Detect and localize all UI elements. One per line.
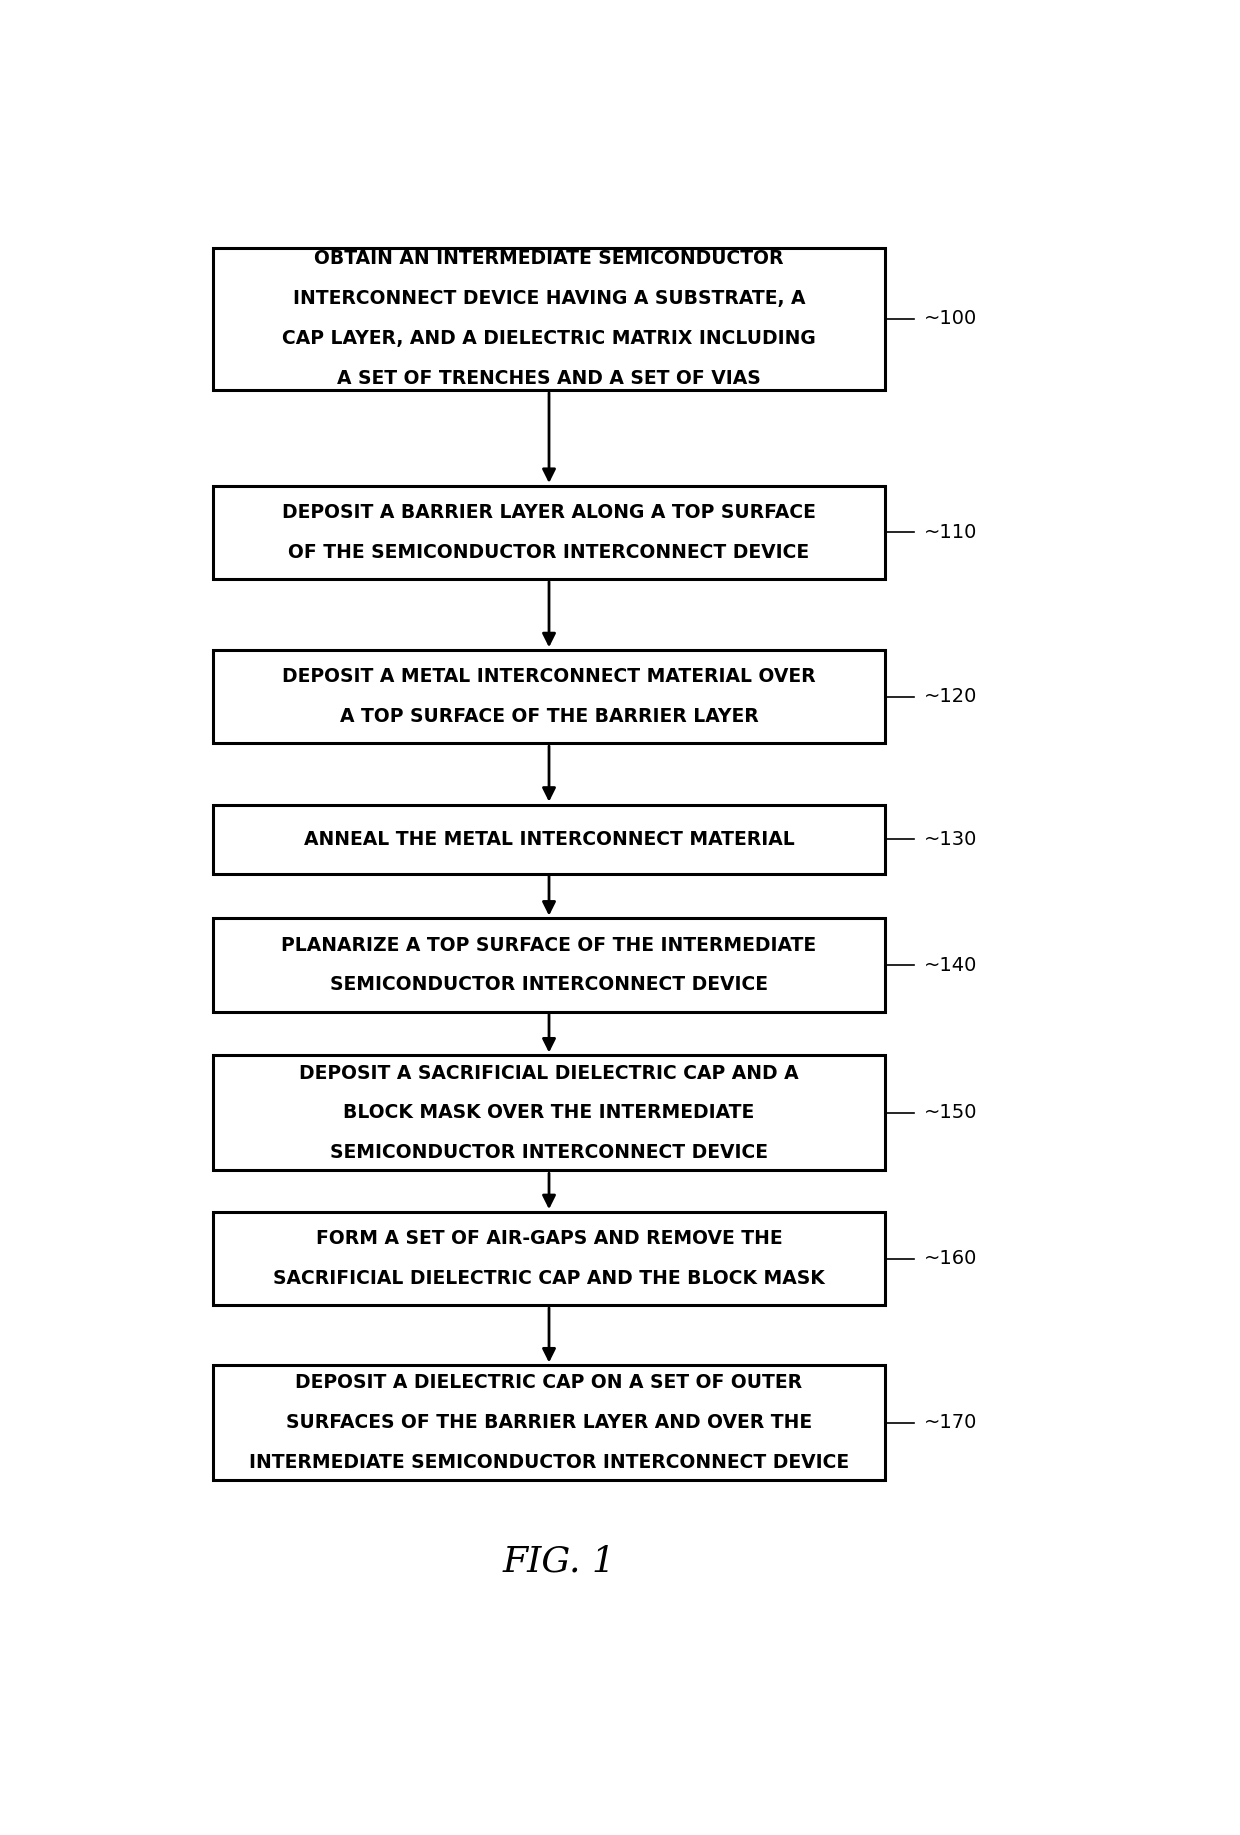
Bar: [213, 248, 885, 391]
Text: BLOCK MASK OVER THE INTERMEDIATE: BLOCK MASK OVER THE INTERMEDIATE: [343, 1103, 755, 1123]
Text: A SET OF TRENCHES AND A SET OF VIAS: A SET OF TRENCHES AND A SET OF VIAS: [337, 369, 761, 387]
Bar: [213, 804, 885, 873]
Text: OF THE SEMICONDUCTOR INTERCONNECT DEVICE: OF THE SEMICONDUCTOR INTERCONNECT DEVICE: [289, 543, 810, 562]
Text: ANNEAL THE METAL INTERCONNECT MATERIAL: ANNEAL THE METAL INTERCONNECT MATERIAL: [304, 829, 795, 848]
Text: ~130: ~130: [924, 829, 977, 848]
Text: DEPOSIT A SACRIFICIAL DIELECTRIC CAP AND A: DEPOSIT A SACRIFICIAL DIELECTRIC CAP AND…: [299, 1064, 799, 1083]
Text: ~110: ~110: [924, 523, 977, 541]
Bar: [213, 650, 885, 743]
Text: SACRIFICIAL DIELECTRIC CAP AND THE BLOCK MASK: SACRIFICIAL DIELECTRIC CAP AND THE BLOCK…: [273, 1270, 825, 1288]
Bar: [213, 486, 885, 578]
Bar: [213, 1365, 885, 1481]
Text: OBTAIN AN INTERMEDIATE SEMICONDUCTOR: OBTAIN AN INTERMEDIATE SEMICONDUCTOR: [314, 250, 784, 268]
Text: PLANARIZE A TOP SURFACE OF THE INTERMEDIATE: PLANARIZE A TOP SURFACE OF THE INTERMEDI…: [281, 936, 817, 954]
Text: SEMICONDUCTOR INTERCONNECT DEVICE: SEMICONDUCTOR INTERCONNECT DEVICE: [330, 976, 768, 995]
Text: CAP LAYER, AND A DIELECTRIC MATRIX INCLUDING: CAP LAYER, AND A DIELECTRIC MATRIX INCLU…: [283, 328, 816, 349]
Text: ~160: ~160: [924, 1250, 977, 1268]
Text: ~120: ~120: [924, 686, 977, 706]
Text: ~150: ~150: [924, 1103, 977, 1123]
Text: INTERMEDIATE SEMICONDUCTOR INTERCONNECT DEVICE: INTERMEDIATE SEMICONDUCTOR INTERCONNECT …: [249, 1453, 849, 1472]
Text: DEPOSIT A METAL INTERCONNECT MATERIAL OVER: DEPOSIT A METAL INTERCONNECT MATERIAL OV…: [283, 668, 816, 686]
Text: SEMICONDUCTOR INTERCONNECT DEVICE: SEMICONDUCTOR INTERCONNECT DEVICE: [330, 1143, 768, 1162]
Bar: [213, 1211, 885, 1305]
Bar: [213, 919, 885, 1011]
Text: ~170: ~170: [924, 1413, 977, 1433]
Text: DEPOSIT A DIELECTRIC CAP ON A SET OF OUTER: DEPOSIT A DIELECTRIC CAP ON A SET OF OUT…: [295, 1373, 802, 1393]
Text: DEPOSIT A BARRIER LAYER ALONG A TOP SURFACE: DEPOSIT A BARRIER LAYER ALONG A TOP SURF…: [281, 503, 816, 521]
Text: ~100: ~100: [924, 310, 977, 328]
Text: FORM A SET OF AIR-GAPS AND REMOVE THE: FORM A SET OF AIR-GAPS AND REMOVE THE: [316, 1229, 782, 1248]
Bar: [213, 1055, 885, 1171]
Text: INTERCONNECT DEVICE HAVING A SUBSTRATE, A: INTERCONNECT DEVICE HAVING A SUBSTRATE, …: [293, 290, 805, 308]
Text: ~140: ~140: [924, 956, 977, 974]
Text: A TOP SURFACE OF THE BARRIER LAYER: A TOP SURFACE OF THE BARRIER LAYER: [340, 706, 759, 727]
Text: FIG. 1: FIG. 1: [502, 1545, 615, 1578]
Text: SURFACES OF THE BARRIER LAYER AND OVER THE: SURFACES OF THE BARRIER LAYER AND OVER T…: [286, 1413, 812, 1433]
